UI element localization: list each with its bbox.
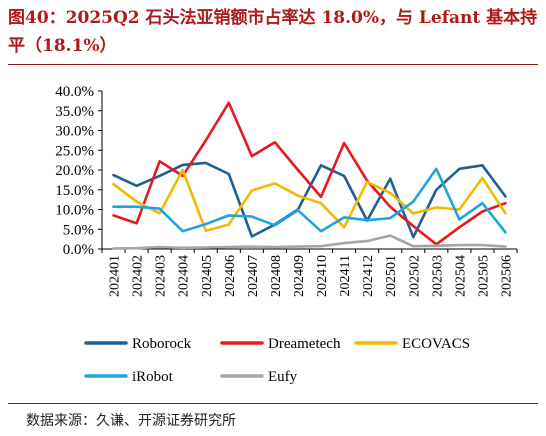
x-tick-label: 202406	[223, 255, 238, 297]
legend-label: Eufy	[268, 369, 298, 385]
x-tick-label: 202501	[384, 255, 399, 297]
x-tick-label: 202412	[361, 255, 376, 297]
y-tick-label: 5.0%	[63, 222, 94, 238]
series-lines	[112, 101, 507, 250]
x-tick-label: 202405	[200, 255, 215, 297]
y-tick-label: 35.0%	[55, 104, 94, 120]
legend-label: iRobot	[132, 369, 174, 385]
series-line-roborock	[112, 161, 507, 239]
legend-item-irobot: iRobot	[84, 369, 174, 385]
source-divider	[8, 403, 538, 404]
x-tick-label: 202404	[177, 255, 192, 297]
legend-item-ecovacs: ECOVACS	[354, 336, 470, 352]
x-tick-label: 202401	[108, 255, 123, 297]
x-tick-label: 202410	[315, 255, 330, 297]
source-note: 数据来源：久谦、开源证券研究所	[26, 413, 236, 429]
x-tick-label: 202407	[246, 255, 261, 297]
figure-title: 图40：2025Q2 石头法亚销额市占率达 18.0%，与 Lefant 基本持…	[8, 8, 538, 56]
legend-label: Roborock	[132, 336, 192, 352]
x-tick-label: 202502	[407, 255, 422, 297]
x-tick-label: 202505	[476, 255, 491, 297]
x-tick-label: 202402	[131, 255, 146, 297]
series-line-ecovacs	[112, 168, 507, 233]
series-line-dreametech	[112, 101, 507, 246]
y-tick-label: 15.0%	[55, 183, 94, 199]
y-tick-label: 20.0%	[55, 163, 94, 179]
x-tick-label: 202411	[338, 255, 353, 296]
x-tick-label: 202504	[453, 255, 468, 297]
y-tick-label: 30.0%	[55, 124, 94, 140]
x-tick-label: 202506	[499, 255, 514, 297]
x-tick-label: 202409	[292, 255, 307, 297]
legend: Roborock Dreametech ECOVACS iRobot Eufy	[84, 336, 470, 385]
legend-item-eufy: Eufy	[220, 369, 298, 385]
line-chart: 40.0% 35.0% 30.0% 25.0% 20.0% 15.0% 10.0% 5.0% 0…	[55, 84, 518, 385]
legend-item-dreametech: Dreametech	[220, 336, 341, 352]
y-tick-label: 40.0%	[55, 84, 94, 100]
y-tick-label: 10.0%	[55, 203, 94, 219]
x-tick-label: 202503	[430, 255, 445, 297]
y-tick-label: 25.0%	[55, 143, 94, 159]
legend-item-roborock: Roborock	[84, 336, 192, 352]
title-divider	[8, 64, 538, 65]
x-axis: 202401 202402 202403 202404 202405 202406 2024…	[101, 248, 518, 297]
series-line-irobot	[112, 167, 507, 234]
legend-label: ECOVACS	[402, 336, 470, 352]
x-tick-label: 202408	[269, 255, 284, 297]
x-tick-label: 202403	[154, 255, 169, 297]
y-tick-label: 0.0%	[63, 242, 94, 258]
series-line-eufy	[112, 234, 507, 250]
y-axis: 40.0% 35.0% 30.0% 25.0% 20.0% 15.0% 10.0% 5.0% 0…	[55, 84, 103, 258]
legend-label: Dreametech	[268, 336, 341, 352]
